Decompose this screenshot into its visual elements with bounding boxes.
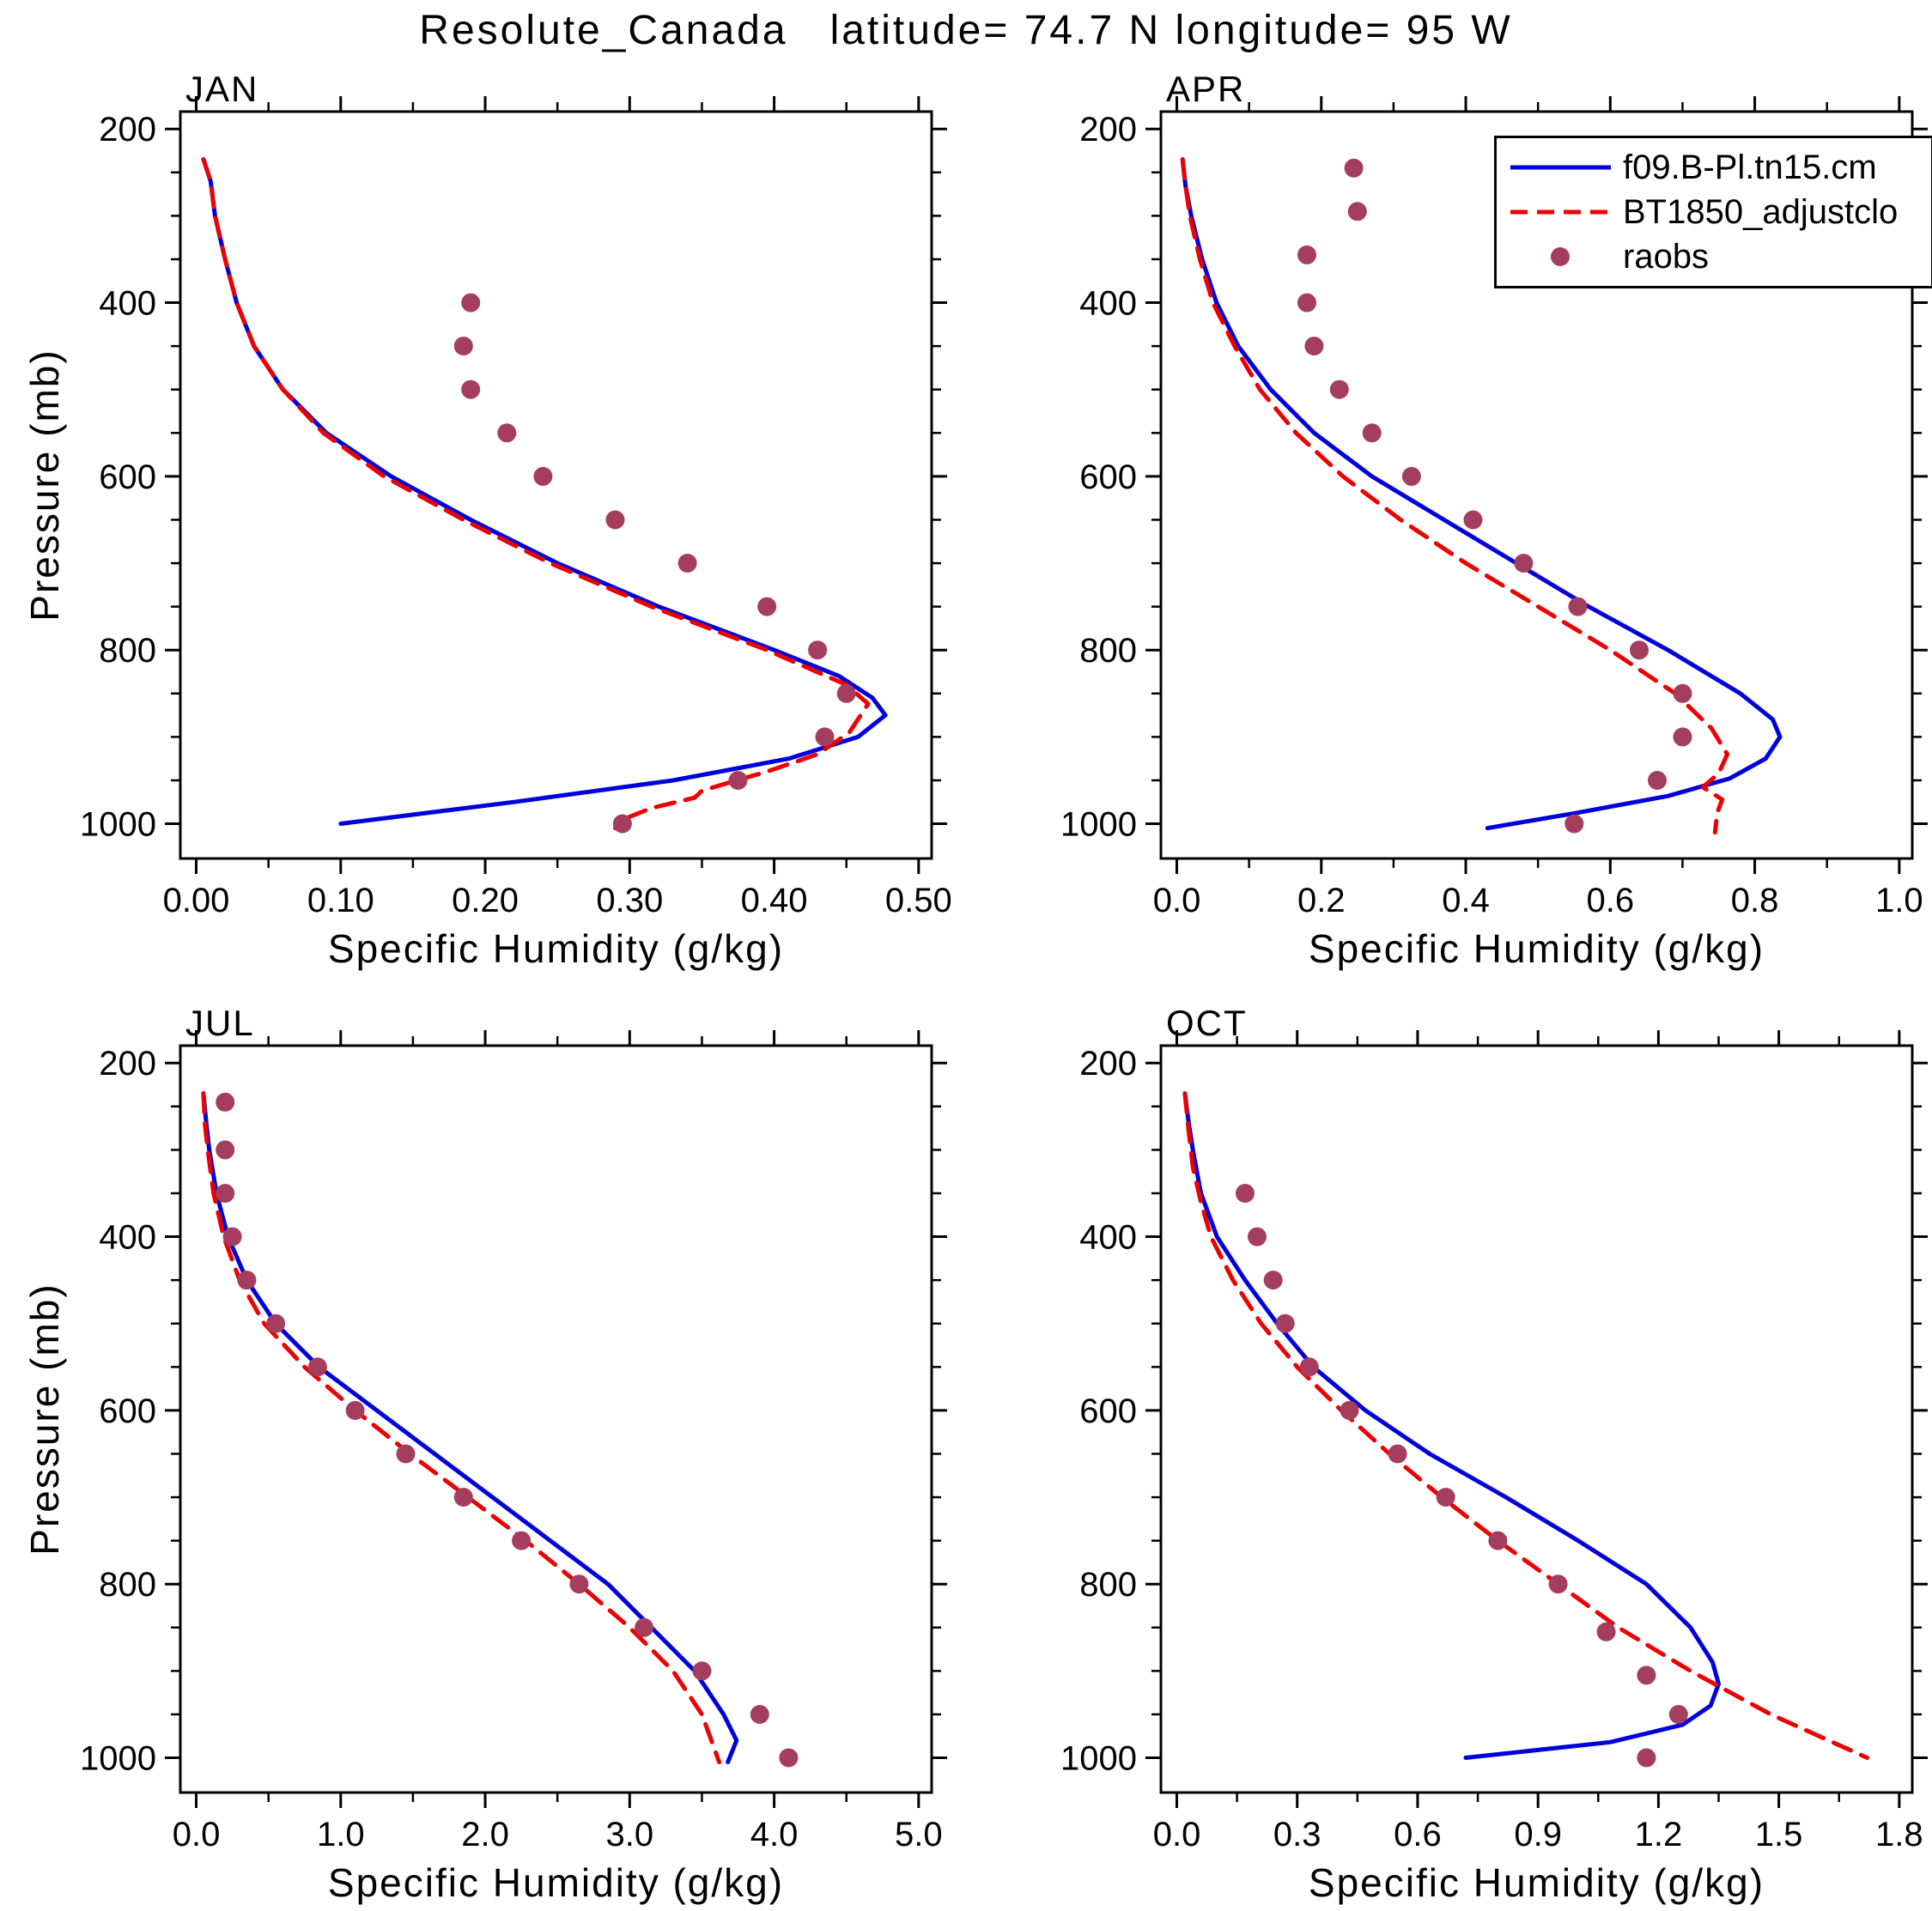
- svg-text:0.20: 0.20: [452, 882, 519, 919]
- control-line: [1180, 157, 1730, 835]
- control-line: [1182, 1091, 1869, 1760]
- svg-text:800: 800: [99, 1566, 156, 1604]
- svg-text:2.0: 2.0: [461, 1816, 509, 1853]
- svg-text:3.0: 3.0: [606, 1816, 654, 1853]
- panel-jan: 0.00 0.10 0.20 0.30 0.40 0.50 200 400 600 800 1000: [80, 96, 952, 919]
- svg-text:200: 200: [99, 1045, 156, 1083]
- legend: f09.B-Pl.tn15.cm BT1850_adjustclo raobs: [1494, 136, 1932, 288]
- x-axis-title-apr: Specific Humidity (g/kg): [1308, 926, 1765, 971]
- panel-label-jan: JAN: [185, 69, 259, 109]
- svg-text:0.0: 0.0: [173, 1816, 221, 1853]
- model-line: [201, 157, 888, 826]
- legend-item-raobs: raobs: [1507, 234, 1931, 279]
- svg-text:0.8: 0.8: [1731, 882, 1779, 919]
- svg-text:1.5: 1.5: [1755, 1816, 1803, 1853]
- svg-text:800: 800: [1079, 632, 1137, 670]
- control-line-sample: [1510, 209, 1611, 215]
- svg-text:0.40: 0.40: [741, 882, 808, 919]
- svg-text:400: 400: [1079, 285, 1137, 323]
- svg-text:600: 600: [99, 458, 156, 496]
- svg-text:0.10: 0.10: [307, 882, 374, 919]
- svg-text:1000: 1000: [80, 1740, 156, 1778]
- svg-text:600: 600: [1079, 458, 1137, 496]
- svg-text:200: 200: [1079, 1045, 1137, 1083]
- raobs-dots: [216, 1092, 799, 1768]
- panel-label-jul: JUL: [185, 1003, 255, 1043]
- svg-text:200: 200: [99, 111, 156, 149]
- panel-apr: 0.0 0.2 0.4 0.6 0.8 1.0 200 400 600 800 1000: [1060, 96, 1928, 919]
- svg-text:600: 600: [99, 1392, 156, 1430]
- panel-label-apr: APR: [1166, 69, 1246, 109]
- figure-title: Resolute_Canada latitude= 74.7 N longitu…: [419, 8, 1513, 53]
- panel-oct: 0.0 0.3 0.6 0.9 1.2 1.5 1.8 200 400 600 800 1000: [1060, 1030, 1928, 1853]
- svg-text:0.9: 0.9: [1514, 1816, 1562, 1853]
- svg-text:200: 200: [1079, 111, 1137, 149]
- svg-text:400: 400: [99, 1219, 156, 1257]
- model-line-sample: [1510, 165, 1611, 170]
- model-line: [201, 1091, 739, 1765]
- svg-text:0.50: 0.50: [885, 882, 952, 919]
- svg-text:1000: 1000: [1060, 1740, 1137, 1778]
- legend-label-control: BT1850_adjustclo: [1623, 192, 1899, 231]
- svg-text:600: 600: [1079, 1392, 1137, 1430]
- svg-text:4.0: 4.0: [750, 1816, 799, 1853]
- svg-text:0.6: 0.6: [1394, 1816, 1442, 1853]
- svg-text:800: 800: [99, 632, 156, 670]
- legend-label-raobs: raobs: [1623, 237, 1710, 276]
- model-line: [1182, 1091, 1721, 1760]
- svg-text:1.0: 1.0: [317, 1816, 365, 1853]
- svg-text:0.3: 0.3: [1273, 1816, 1321, 1853]
- svg-text:0.4: 0.4: [1442, 882, 1490, 919]
- svg-text:0.0: 0.0: [1153, 882, 1201, 919]
- y-axis-title-bottom-row: Pressure (mb): [22, 1283, 67, 1556]
- svg-text:0.6: 0.6: [1587, 882, 1635, 919]
- svg-text:5.0: 5.0: [895, 1816, 943, 1853]
- svg-text:1.2: 1.2: [1635, 1816, 1683, 1853]
- svg-text:1.0: 1.0: [1875, 882, 1923, 919]
- panel-jul: 0.0 1.0 2.0 3.0 4.0 5.0 200 400 600 800 1000: [80, 1030, 947, 1853]
- control-line: [201, 157, 871, 831]
- x-axis-title-jan: Specific Humidity (g/kg): [327, 926, 785, 971]
- legend-label-model: f09.B-Pl.tn15.cm: [1623, 148, 1877, 186]
- svg-text:0.2: 0.2: [1297, 882, 1346, 919]
- control-line: [201, 1091, 722, 1765]
- svg-text:400: 400: [99, 285, 156, 323]
- svg-text:0.30: 0.30: [596, 882, 663, 919]
- raobs-dot-sample: [1551, 247, 1570, 266]
- x-axis-title-oct: Specific Humidity (g/kg): [1308, 1860, 1765, 1905]
- y-axis-title-top-row: Pressure (mb): [22, 349, 67, 622]
- panel-label-oct: OCT: [1166, 1003, 1248, 1043]
- svg-text:1000: 1000: [1060, 806, 1137, 844]
- raobs-dots: [453, 293, 856, 834]
- raobs-dots: [1236, 1184, 1688, 1768]
- legend-item-control: BT1850_adjustclo: [1507, 190, 1931, 234]
- svg-text:1000: 1000: [80, 806, 156, 844]
- svg-text:1.8: 1.8: [1875, 1816, 1923, 1853]
- raobs-dots: [1297, 158, 1692, 834]
- svg-text:400: 400: [1079, 1219, 1137, 1257]
- svg-text:800: 800: [1079, 1566, 1137, 1604]
- legend-item-model: f09.B-Pl.tn15.cm: [1507, 145, 1931, 190]
- x-axis-title-jul: Specific Humidity (g/kg): [327, 1860, 785, 1905]
- svg-text:0.00: 0.00: [163, 882, 230, 919]
- svg-text:0.0: 0.0: [1153, 1816, 1201, 1853]
